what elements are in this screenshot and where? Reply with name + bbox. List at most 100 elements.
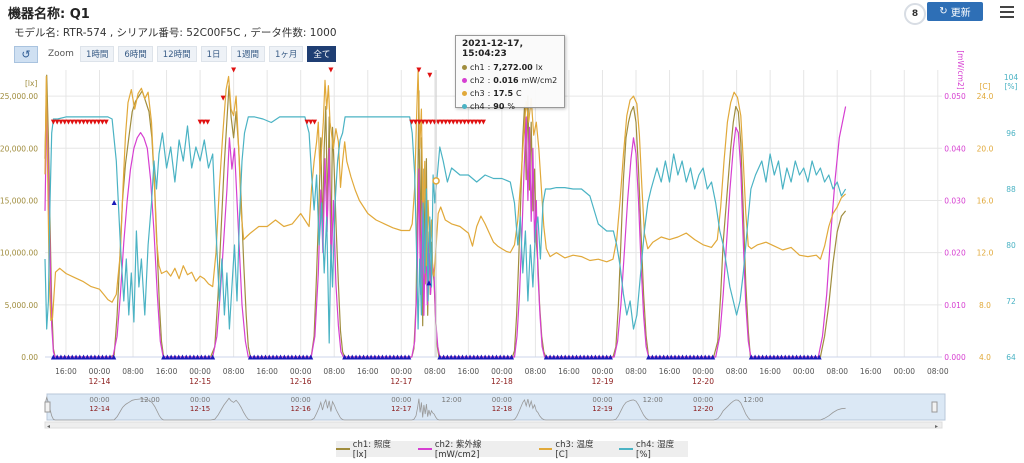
max-marker — [328, 67, 334, 73]
zoom-button-6h[interactable]: 6時間 — [118, 46, 153, 62]
min-marker — [255, 354, 261, 360]
min-marker — [478, 354, 484, 360]
zoom-button-1m[interactable]: 1ヶ月 — [268, 46, 304, 62]
x-date-label: 12-18 — [491, 377, 513, 386]
max-marker — [477, 119, 483, 125]
max-marker — [428, 119, 434, 125]
zoom-button-all[interactable]: 全て — [307, 46, 337, 62]
min-marker — [58, 354, 64, 360]
min-marker — [649, 354, 655, 360]
y-tick-label-ch3: 8.0 — [979, 301, 991, 310]
count-badge[interactable]: 8 — [904, 3, 926, 25]
y-tick-label-ch2: 0.000 — [944, 353, 966, 362]
min-marker — [247, 354, 253, 360]
min-marker — [812, 354, 818, 360]
zoom-button-1d[interactable]: 1日 — [200, 46, 227, 62]
min-marker — [304, 354, 310, 360]
zoom-button-12h[interactable]: 12時間 — [156, 46, 197, 62]
min-marker — [585, 354, 591, 360]
max-marker — [197, 119, 203, 125]
zoom-button-1h[interactable]: 1時間 — [79, 46, 115, 62]
min-marker — [456, 354, 462, 360]
x-tick-label: 00:00 — [491, 367, 513, 376]
tooltip-title: 2021-12-17, 15:04:23 — [462, 39, 523, 59]
max-marker — [409, 119, 415, 125]
series-line-ch3 — [44, 69, 847, 322]
min-marker — [176, 354, 182, 360]
x-tick-label: 16:00 — [55, 367, 77, 376]
max-marker — [220, 95, 226, 101]
min-marker — [509, 354, 515, 360]
max-marker — [77, 119, 83, 125]
min-marker — [289, 354, 295, 360]
min-marker — [748, 354, 754, 360]
legend-item-ch2[interactable]: ch2: 紫外線[mW/cm2] — [418, 438, 525, 460]
refresh-button[interactable]: ↻ 更新 — [927, 2, 983, 21]
y-tick-label-ch4: 64 — [1006, 353, 1016, 362]
min-marker — [756, 354, 762, 360]
min-marker — [293, 354, 299, 360]
min-marker — [555, 354, 561, 360]
min-marker — [270, 354, 276, 360]
max-marker — [205, 119, 211, 125]
y-tick-label-ch4: 104 — [1004, 73, 1019, 82]
max-marker — [462, 119, 468, 125]
min-marker — [96, 354, 102, 360]
min-marker — [698, 354, 704, 360]
min-marker — [62, 354, 68, 360]
x-tick-label: 08:00 — [424, 367, 446, 376]
min-marker — [801, 354, 807, 360]
min-marker — [760, 354, 766, 360]
min-marker — [426, 280, 432, 286]
max-marker — [69, 119, 75, 125]
refresh-label: 更新 — [950, 8, 971, 19]
min-marker — [687, 354, 693, 360]
min-marker — [490, 354, 496, 360]
min-marker — [683, 354, 689, 360]
x-tick-label: 08:00 — [927, 367, 949, 376]
x-tick-label: 00:00 — [89, 367, 111, 376]
min-marker — [562, 354, 568, 360]
legend-item-ch1[interactable]: ch1: 照度[lx] — [336, 438, 404, 460]
min-marker — [596, 354, 602, 360]
min-marker — [547, 354, 553, 360]
min-marker — [183, 354, 189, 360]
min-marker — [577, 354, 583, 360]
min-marker — [573, 354, 579, 360]
zoom-button-1w[interactable]: 1週間 — [230, 46, 265, 62]
min-marker — [452, 354, 458, 360]
tooltip-row-ch1: ch1:7,272.00 lx — [462, 61, 558, 74]
chart-area[interactable]: [lx] 0.00 5,000.00 10,000.00 15,000.00 20,000… — [0, 0, 1024, 440]
min-marker — [676, 354, 682, 360]
navigator-range — [46, 393, 946, 421]
max-marker — [473, 119, 479, 125]
y-tick-label-ch3: 4.0 — [979, 353, 991, 362]
y-tick-label-ch4: 88 — [1006, 185, 1016, 194]
max-marker — [413, 119, 419, 125]
max-marker — [58, 119, 64, 125]
max-marker — [416, 119, 422, 125]
navigator-date-label: 12-17 — [391, 405, 411, 413]
min-marker — [441, 354, 447, 360]
navigator-time-label: 00:00 — [291, 396, 311, 404]
min-marker — [88, 354, 94, 360]
min-marker — [668, 354, 674, 360]
reset-zoom-button[interactable]: ↺ — [14, 45, 38, 63]
legend-item-ch3[interactable]: ch3: 温度[C] — [538, 438, 606, 460]
min-marker — [657, 354, 663, 360]
min-marker — [664, 354, 670, 360]
min-marker — [376, 354, 382, 360]
x-tick-label: 16:00 — [458, 367, 480, 376]
min-marker — [172, 354, 178, 360]
navigator-time-label: 12:00 — [643, 396, 663, 404]
legend-item-ch4[interactable]: ch4: 湿度[%] — [619, 438, 688, 460]
min-marker — [592, 354, 598, 360]
hamburger-menu-icon[interactable] — [1000, 6, 1014, 18]
x-tick-label: 08:00 — [525, 367, 547, 376]
min-marker — [566, 354, 572, 360]
min-marker — [164, 354, 170, 360]
min-marker — [710, 354, 716, 360]
min-marker — [383, 354, 389, 360]
x-tick-label: 08:00 — [122, 367, 144, 376]
x-tick-label: 16:00 — [759, 367, 781, 376]
